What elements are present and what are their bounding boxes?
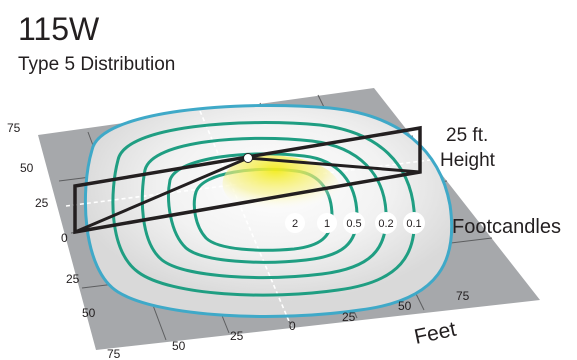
badge-1 <box>317 213 337 233</box>
feet-axis-label: Feet <box>412 318 458 349</box>
beam-line-left <box>74 156 249 234</box>
badge-2-label: 2 <box>292 218 298 230</box>
footcandles-label: Footcandles <box>452 216 561 238</box>
contour-0.1-fc <box>83 103 454 318</box>
left-tick: 50 <box>20 161 34 175</box>
badge-0.1 <box>403 212 425 234</box>
footcandle-badges: 2 1 0.5 0.2 0.1 <box>285 212 425 234</box>
badge-0.2-label: 0.2 <box>378 218 393 230</box>
bottom-tick: 50 <box>172 339 186 353</box>
left-tick: 75 <box>107 347 121 360</box>
left-tick: 25 <box>35 196 49 210</box>
light-glow <box>222 155 340 214</box>
beam-line-right <box>247 156 421 174</box>
contour-0.5-fc <box>140 136 388 279</box>
left-axis-ticks: 75 50 25 0 25 50 75 <box>7 121 121 360</box>
bottom-tick: 0 <box>289 319 296 333</box>
bottom-tick: 25 <box>342 310 356 324</box>
bottom-tick: 25 <box>230 329 244 343</box>
badge-0.5-label: 0.5 <box>346 218 361 230</box>
badge-0.5 <box>343 212 365 234</box>
badge-2 <box>285 213 305 233</box>
contour-0.2-fc <box>111 121 417 297</box>
bottom-tick: 50 <box>398 299 412 313</box>
left-tick: 75 <box>7 121 21 135</box>
left-tick: 0 <box>61 231 68 245</box>
left-tick: 50 <box>82 306 96 320</box>
bottom-axis-ticks: 50 25 0 25 50 75 <box>172 289 470 353</box>
bottom-tick: 75 <box>456 289 470 303</box>
left-tick: 25 <box>66 272 80 286</box>
badge-1-label: 1 <box>324 218 330 230</box>
height-label-top: 25 ft. <box>446 125 488 146</box>
distribution-subtitle: Type 5 Distribution <box>18 54 175 75</box>
badge-0.1-label: 0.1 <box>406 218 421 230</box>
product-title: 115W <box>18 11 100 47</box>
badge-0.2 <box>375 212 397 234</box>
height-label-bottom: Height <box>440 150 496 171</box>
light-fixture <box>243 153 253 163</box>
